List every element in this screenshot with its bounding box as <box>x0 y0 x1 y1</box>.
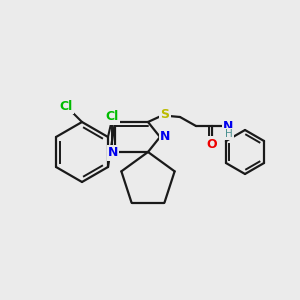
Text: S: S <box>160 107 169 121</box>
Text: O: O <box>207 137 217 151</box>
Text: Cl: Cl <box>105 110 119 124</box>
Text: N: N <box>223 119 233 133</box>
Text: N: N <box>108 146 118 160</box>
Text: Cl: Cl <box>59 100 73 112</box>
Text: N: N <box>160 130 170 142</box>
Text: H: H <box>225 129 233 139</box>
